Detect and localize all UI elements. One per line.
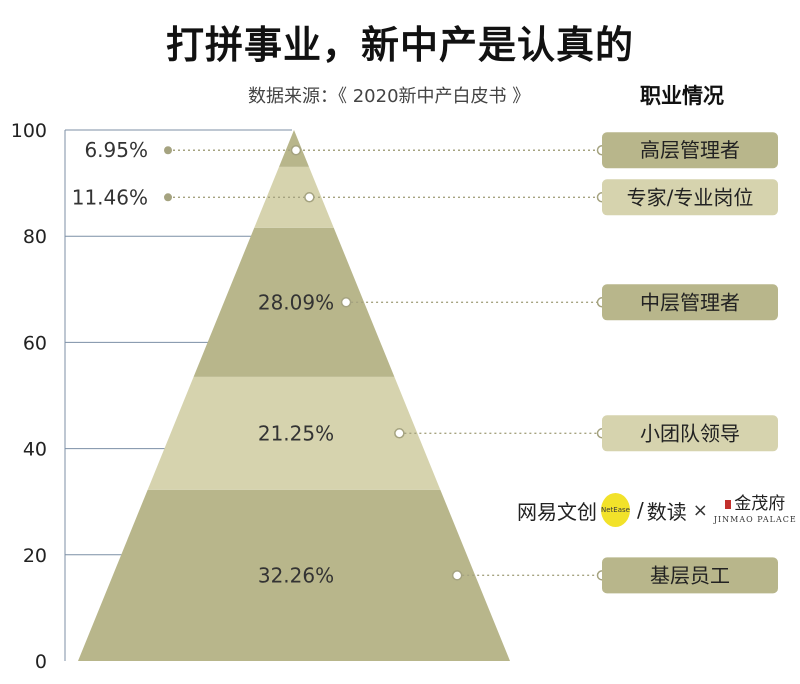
segment-percent-label: 11.46% [72, 185, 148, 209]
segment-percent-label: 21.25% [258, 421, 334, 445]
netease-badge-icon: NetEase [601, 493, 630, 527]
category-box [602, 132, 778, 169]
pyramid-segment [193, 227, 395, 377]
y-tick-label: 0 [35, 651, 47, 673]
y-tick-label: 40 [23, 439, 47, 461]
y-tick-label: 20 [23, 545, 47, 567]
logo-row: 网易文创 NetEase / 数读 × 金茂府 JINMAO PALACE [517, 492, 796, 528]
edge-marker-dot [451, 570, 463, 581]
category-label: 高层管理者 [640, 138, 740, 162]
jinmao-name: 金茂府 [734, 494, 786, 514]
category-box [602, 415, 778, 452]
edge-marker-dot [304, 192, 315, 203]
logo-slash: / [636, 498, 644, 522]
category-label: 中层管理者 [640, 290, 740, 314]
category-box [602, 179, 778, 216]
segment-percent-label: 32.26% [258, 563, 334, 587]
data-source: 数据来源：《 2020新中产白皮书 》 [248, 86, 531, 107]
category-label: 小团队领导 [640, 421, 740, 445]
y-tick-label: 100 [11, 120, 47, 142]
segment-percent-label: 6.95% [84, 138, 148, 162]
pyramid-segment [147, 376, 441, 490]
edge-marker-dot [290, 144, 302, 156]
category-box [602, 284, 778, 321]
category-box [602, 557, 778, 594]
netease-logo-text: 网易文创 [517, 499, 597, 524]
jinmao-en: JINMAO PALACE [713, 515, 797, 524]
jinmao-logo: 金茂府 JINMAO PALACE [714, 496, 797, 524]
category-label: 基层员工 [650, 563, 730, 587]
edge-marker-dot [394, 428, 405, 439]
page-title: 打拼事业，新中产是认真的 [165, 23, 634, 67]
y-tick-label: 60 [23, 332, 47, 354]
edge-marker-dot [340, 297, 352, 308]
times-sign: × [692, 499, 708, 521]
pyramid-segment [78, 489, 510, 661]
category-label: 专家/专业岗位 [627, 185, 754, 209]
segment-percent-label: 28.09% [258, 290, 334, 314]
shudu-logo-text: 数读 [646, 499, 687, 524]
y-tick-label: 80 [23, 226, 47, 248]
jinmao-seal-icon [725, 500, 732, 509]
section-title: 职业情况 [640, 84, 724, 108]
